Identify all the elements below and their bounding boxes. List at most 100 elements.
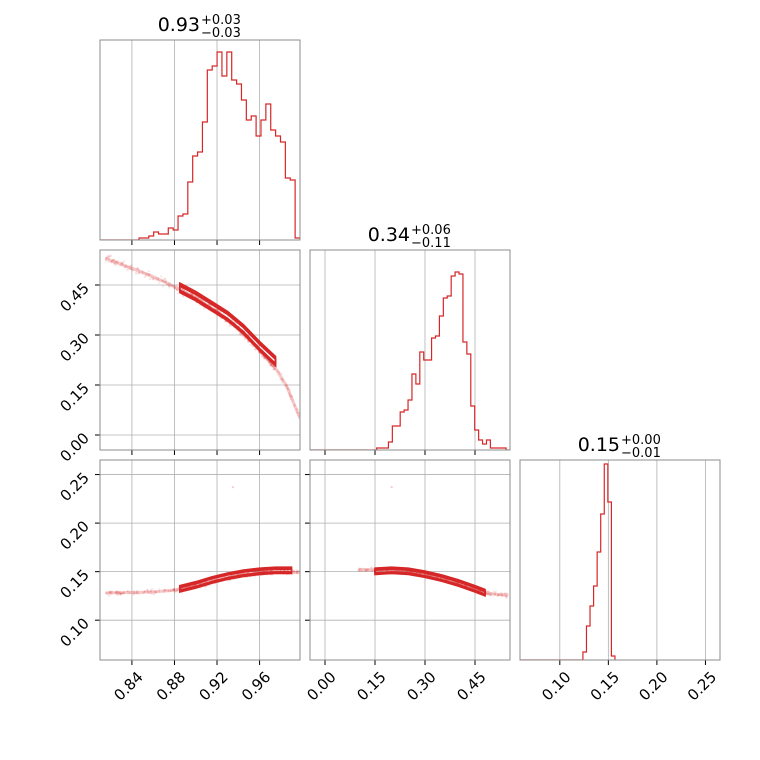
ytick-label-p3-1: 0.15 — [56, 566, 92, 602]
panel-p1-p2-point — [127, 268, 130, 271]
panel-p1-p2-point — [167, 282, 171, 285]
panel-p2-p3-point — [365, 567, 368, 571]
panel-p1-p2-point — [161, 279, 165, 282]
panel-p1-p2-point — [121, 262, 124, 265]
panel-p1-p2-point — [291, 398, 294, 401]
panel-p1-p2-point — [268, 361, 271, 364]
panel-p1-p3-point — [136, 590, 139, 594]
panel-p1-p3-point — [107, 594, 111, 598]
panel-p1-p2-point — [113, 262, 116, 265]
panel-p1-p2-point — [273, 368, 276, 371]
title-param-3-plus: +0.00 — [621, 433, 661, 448]
panel-p1-p2-point — [156, 277, 160, 280]
panel-p1-p3-point — [136, 591, 139, 594]
panel-p1-p2-point — [272, 365, 275, 369]
panel-p1-p2-point — [183, 289, 186, 292]
panel-p1-p2-point — [121, 262, 124, 265]
panel-p1-p2-point — [197, 296, 200, 300]
ytick-label-p3-2: 0.20 — [56, 517, 92, 553]
panel-p2-p3-point — [493, 590, 496, 593]
panel-p1-p2-point — [191, 293, 194, 296]
hist-param-2 — [309, 249, 511, 455]
panel-p2-p3-point — [364, 569, 367, 572]
panel-p1-p2-point — [279, 377, 282, 381]
panel-p1-p2-point — [135, 271, 138, 274]
panel-p1-p2-point — [138, 270, 141, 273]
panel-p1-p3-point — [143, 590, 146, 593]
panel-p1-p3-point — [122, 591, 126, 594]
panel-p1-p2-point — [128, 267, 131, 270]
hist-param-2-histogram-line — [310, 271, 510, 450]
panel-p1-p2-point — [175, 288, 178, 292]
panel-p1-p3-point — [132, 593, 135, 596]
panel-p1-p2-point — [263, 357, 266, 360]
panel-p1-p2-point — [152, 278, 155, 281]
panel-p1-p2-point — [278, 372, 281, 375]
panel-p1-p3-point — [175, 589, 179, 592]
panel-p2-p3-point — [365, 569, 369, 572]
hist-param-2-frame — [309, 249, 511, 451]
panel-p1-p2-point — [269, 363, 272, 366]
panel-p1-p3-content — [105, 486, 300, 598]
panel-p1-p2-point — [270, 364, 273, 367]
panel-p2-p3-point — [487, 593, 490, 596]
panel-p1-p3-point — [122, 592, 125, 595]
panel-p1-p2-point — [176, 286, 179, 289]
panel-p1-p3-point — [175, 589, 178, 592]
panel-p1-p2-point — [129, 267, 132, 271]
panel-p1-p2-point — [135, 267, 138, 270]
panel-p1-p2-point — [181, 295, 185, 298]
panel-p1-p2-point — [164, 280, 167, 284]
panel-p1-p2-point — [130, 269, 133, 272]
panel-p2-p3-point — [496, 595, 499, 598]
panel-p1-p2-point — [241, 335, 244, 338]
panel-p1-p2-point — [115, 260, 118, 263]
panel-p1-p2-point — [105, 260, 108, 263]
panel-p1-p3-point — [109, 590, 113, 593]
panel-p1-p2-point — [264, 358, 267, 361]
panel-p1-p3-point — [116, 593, 119, 597]
panel-p1-p3-point — [167, 589, 170, 592]
panel-p1-p2-point — [288, 391, 291, 394]
panel-p1-p2-point — [281, 379, 284, 382]
panel-p1-p2-point — [138, 268, 141, 272]
panel-p1-p2-point — [161, 279, 164, 283]
panel-p1-p2-point — [203, 307, 206, 310]
panel-p1-p3-point — [295, 569, 299, 572]
panel-p1-p3-point — [114, 591, 117, 594]
panel-p1-p2-point — [270, 365, 273, 368]
panel-p1-p3-point — [119, 593, 122, 596]
panel-p1-p3-point — [146, 588, 149, 591]
panel-p1-p2-point — [270, 363, 274, 367]
panel-p1-p2-point — [113, 262, 116, 265]
panel-p2-p3-point — [497, 594, 501, 597]
title-param-1-plus: +0.03 — [201, 13, 241, 28]
panel-p1-p2-point — [107, 260, 110, 264]
panel-p1-p2-contour-2 — [178, 281, 277, 368]
panel-p1-p3-point — [145, 589, 149, 592]
panel-p1-p3-point — [295, 572, 298, 575]
panel-p1-p2 — [95, 249, 301, 455]
panel-p1-p2-point — [145, 272, 148, 275]
panel-p1-p2-point — [193, 294, 196, 297]
panel-p1-p2-point — [175, 284, 178, 287]
panel-p1-p2-point — [261, 354, 264, 358]
panel-p2-p3-point — [366, 568, 369, 571]
panel-p1-p3-point — [173, 587, 176, 591]
panel-p1-p2-point — [251, 345, 254, 348]
panel-p1-p2-point — [123, 266, 126, 269]
panel-p1-p3-point — [120, 592, 123, 595]
panel-p1-p3-point — [176, 588, 179, 591]
panel-p1-p2-point — [143, 275, 146, 278]
panel-p1-p2-point — [130, 264, 133, 267]
panel-p1-p3-point — [149, 592, 152, 595]
panel-p1-p2-point — [168, 286, 171, 289]
ytick-label-p2-3: 0.45 — [56, 279, 92, 315]
panel-p1-p3-point — [295, 571, 299, 575]
panel-p1-p3-point — [150, 587, 154, 590]
panel-p1-p2-point — [173, 286, 176, 289]
panel-p2-p3-point — [485, 592, 488, 596]
panel-p1-p2-point — [123, 265, 126, 268]
panel-p1-p2-point — [143, 271, 146, 275]
panel-p1-p3-point — [116, 591, 119, 594]
